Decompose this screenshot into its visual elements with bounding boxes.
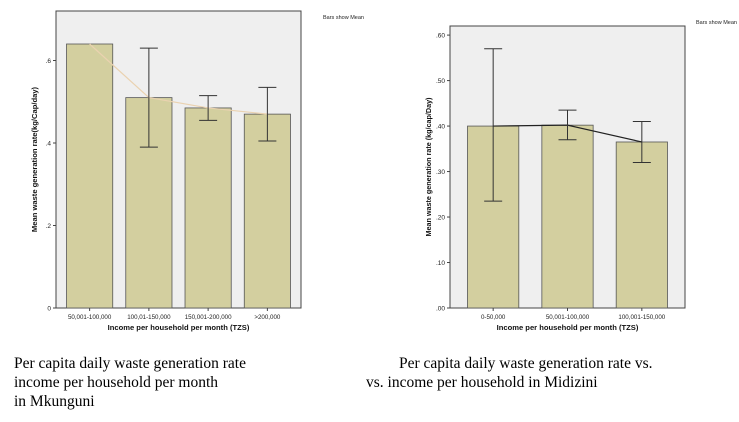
y-tick-label: .4	[46, 141, 52, 148]
y-axis-label: Mean waste generation rate (kg/cap/Day)	[424, 97, 433, 237]
y-tick-label: .2	[46, 223, 52, 230]
trend-line	[89, 43, 268, 115]
caption-mkunguni-line-2: income per household per month	[14, 374, 219, 391]
x-tick-label: 100,001-150,000	[618, 314, 665, 321]
x-tick-label: 0-50,000	[481, 314, 506, 321]
x-tick-label: 50,001-100,000	[68, 314, 112, 321]
chart-midizini: .00 .10 .20 .30 .40 .50 .60 0-50,000 50,001-100,…	[424, 20, 737, 332]
caption-midizini: Per capita daily waste generation rate v…	[366, 354, 653, 392]
y-tick-label: 0	[47, 306, 51, 313]
x-tick-label: 150,001-200,000	[185, 314, 232, 321]
caption-midizini-line-1: Per capita daily waste generation rate v…	[399, 355, 653, 372]
x-axis-label: Income per household per month (TZS)	[108, 323, 250, 332]
y-tick-label: .40	[436, 124, 445, 131]
y-tick-label: .10	[436, 260, 445, 267]
bar	[66, 43, 114, 309]
x-tick-label: 50,001-100,000	[546, 314, 590, 321]
y-tick-label: .20	[436, 215, 445, 222]
y-axis-label: Mean waste generation rate(kg/Cap/day)	[30, 86, 39, 232]
y-tick-label: .30	[436, 169, 445, 176]
y-tick-label: .60	[436, 33, 445, 40]
bars-show-mean-note: Bars show Mean	[696, 20, 737, 26]
x-axis-label: Income per household per month (TZS)	[497, 323, 639, 332]
y-tick-label: .6	[46, 58, 52, 65]
x-tick-label: 100,01-150,000	[127, 314, 171, 321]
y-tick-label: .00	[436, 306, 445, 313]
caption-mkunguni-line-1: Per capita daily waste generation rate	[14, 355, 246, 372]
caption-mkunguni-line-3: in Mkunguni	[14, 393, 95, 410]
bar	[243, 113, 291, 309]
bar	[541, 124, 594, 309]
bar	[184, 107, 232, 309]
bar	[615, 141, 668, 309]
caption-mkunguni: Per capita daily waste generation rate i…	[14, 354, 246, 411]
bars-show-mean-note: Bars show Mean	[323, 15, 364, 21]
x-tick-label: >200,000	[254, 314, 281, 321]
chart-mkunguni: 0 .2 .4 .6 50,001-100,000 100,01-150,000 150,0…	[30, 10, 364, 332]
y-tick-label: .50	[436, 78, 445, 85]
caption-midizini-line-2: vs. income per household in Midizini	[366, 374, 598, 391]
